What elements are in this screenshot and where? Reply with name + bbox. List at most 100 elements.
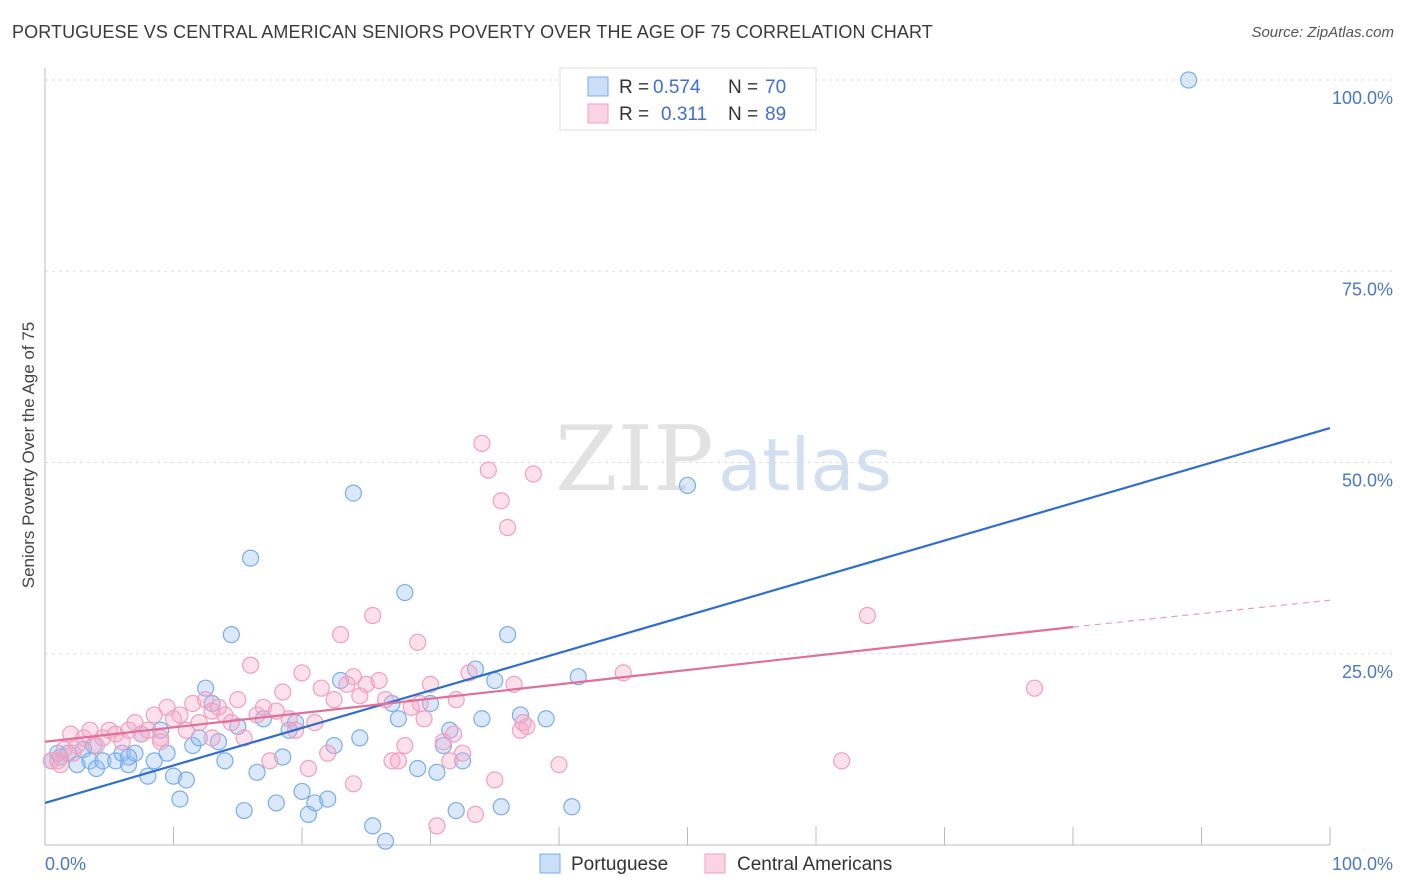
- point-central-americans-67: [473, 434, 491, 452]
- point-central-americans-49: [357, 675, 375, 693]
- point-central-americans-70: [492, 492, 510, 510]
- point-central-americans-6: [81, 721, 99, 739]
- legend-swatch-central-americans: [587, 103, 609, 124]
- point-central-americans-57: [409, 633, 427, 651]
- legend-r-label-1: R =: [619, 104, 649, 125]
- point-central-americans-31: [242, 656, 260, 674]
- legend-swatch-portuguese: [587, 76, 609, 97]
- point-central-americans-82: [64, 744, 82, 762]
- point-portuguese-32: [267, 794, 285, 812]
- point-central-americans-86: [445, 725, 463, 743]
- point-portuguese-25: [216, 752, 234, 770]
- point-central-americans-40: [299, 759, 318, 778]
- point-central-americans-22: [184, 694, 202, 713]
- point-portuguese-43: [351, 729, 369, 747]
- point-portuguese-59: [492, 798, 510, 816]
- point-portuguese-33: [274, 748, 292, 766]
- point-central-americans-84: [203, 729, 221, 747]
- point-central-americans-43: [319, 744, 337, 762]
- point-central-americans-75: [524, 465, 542, 483]
- legend-r-label-0: R =: [619, 77, 649, 98]
- point-portuguese-57: [473, 710, 491, 728]
- point-central-americans-81: [51, 756, 70, 774]
- point-central-americans-62: [441, 752, 459, 770]
- point-central-americans-68: [479, 461, 497, 479]
- point-portuguese-51: [428, 763, 446, 781]
- point-portuguese-28: [235, 801, 253, 820]
- trend-lines: [44, 427, 1331, 804]
- point-portuguese-60: [499, 626, 517, 644]
- point-portuguese-66: [1180, 71, 1198, 89]
- point-central-americans-44: [325, 691, 343, 709]
- point-central-americans-47: [344, 775, 362, 793]
- point-portuguese-49: [409, 759, 427, 778]
- tick-labels: 100.0% 75.0% 50.0% 25.0% 0.0% 100.0%: [45, 88, 1393, 874]
- point-central-americans-16: [145, 706, 163, 724]
- x-tick-label-1: 100.0%: [1332, 854, 1393, 874]
- point-portuguese-19: [177, 771, 195, 789]
- point-portuguese-30: [248, 763, 266, 781]
- point-central-americans-29: [229, 691, 247, 709]
- point-portuguese-45: [376, 832, 395, 850]
- point-central-americans-87: [514, 713, 532, 732]
- point-central-americans-54: [389, 752, 407, 770]
- point-central-americans-56: [402, 698, 420, 716]
- bottom-legend-swatch-portuguese: [539, 853, 561, 874]
- point-central-americans-34: [261, 752, 279, 770]
- point-central-americans-60: [428, 817, 446, 835]
- point-portuguese-52: [434, 736, 452, 755]
- point-portuguese-38: [306, 794, 324, 812]
- watermark: ZIP atlas: [555, 407, 892, 512]
- point-portuguese-54: [447, 801, 465, 820]
- point-portuguese-21: [190, 729, 208, 747]
- legend-bottom: Portuguese Central Americans: [539, 853, 892, 875]
- chart-title: PORTUGUESE VS CENTRAL AMERICAN SENIORS P…: [12, 22, 933, 42]
- point-portuguese-48: [396, 583, 414, 602]
- trend-line-portuguese: [44, 427, 1331, 804]
- legend-n-label-0: N =: [728, 77, 758, 98]
- bottom-legend-swatch-central-americans: [704, 853, 726, 874]
- y-tick-label-0: 100.0%: [1332, 88, 1393, 108]
- legend-n-value-1: 89: [765, 104, 786, 125]
- point-portuguese-63: [563, 798, 581, 816]
- y-axis-label: Seniors Poverty Over the Age of 75: [19, 322, 38, 588]
- y-tick-label-1: 75.0%: [1342, 279, 1393, 299]
- point-portuguese-14: [145, 752, 163, 770]
- point-central-americans-39: [293, 664, 311, 682]
- point-portuguese-36: [293, 782, 311, 801]
- point-portuguese-29: [242, 549, 260, 567]
- legend-n-value-0: 70: [765, 77, 786, 98]
- axes: [44, 68, 1331, 846]
- watermark-zip: ZIP: [555, 407, 714, 512]
- point-central-americans-64: [454, 744, 472, 762]
- point-portuguese-58: [486, 671, 504, 690]
- grid-lines: [45, 79, 1395, 655]
- y-tick-label-3: 25.0%: [1342, 662, 1393, 682]
- point-central-americans-85: [344, 668, 362, 686]
- x-tick-label-0: 0.0%: [45, 854, 86, 874]
- point-central-americans-53: [383, 752, 401, 770]
- watermark-atlas: atlas: [718, 423, 892, 507]
- point-portuguese-39: [319, 790, 337, 808]
- point-central-americans-65: [460, 664, 478, 682]
- point-portuguese-44: [364, 817, 382, 835]
- point-portuguese-65: [678, 476, 697, 495]
- point-central-americans-76: [550, 756, 568, 774]
- point-central-americans-33: [254, 698, 273, 716]
- source-label: Source: ZipAtlas.com: [1251, 24, 1394, 41]
- legend-top: R = 0.574 N = 70 R = 0.311 N = 89: [559, 67, 817, 131]
- trend-line-central-americans: [44, 625, 1074, 743]
- point-central-americans-23: [190, 713, 208, 732]
- trend-extension-central-americans: [1072, 599, 1331, 628]
- data-points: [42, 71, 1198, 850]
- point-central-americans-55: [396, 736, 414, 755]
- point-central-americans-83: [152, 733, 170, 751]
- point-portuguese-47: [389, 710, 407, 728]
- point-central-americans-69: [486, 771, 504, 789]
- point-central-americans-66: [466, 805, 485, 824]
- point-central-americans-36: [274, 683, 292, 701]
- point-central-americans-20: [171, 706, 189, 724]
- point-central-americans-42: [312, 679, 330, 697]
- point-central-americans-58: [415, 710, 433, 728]
